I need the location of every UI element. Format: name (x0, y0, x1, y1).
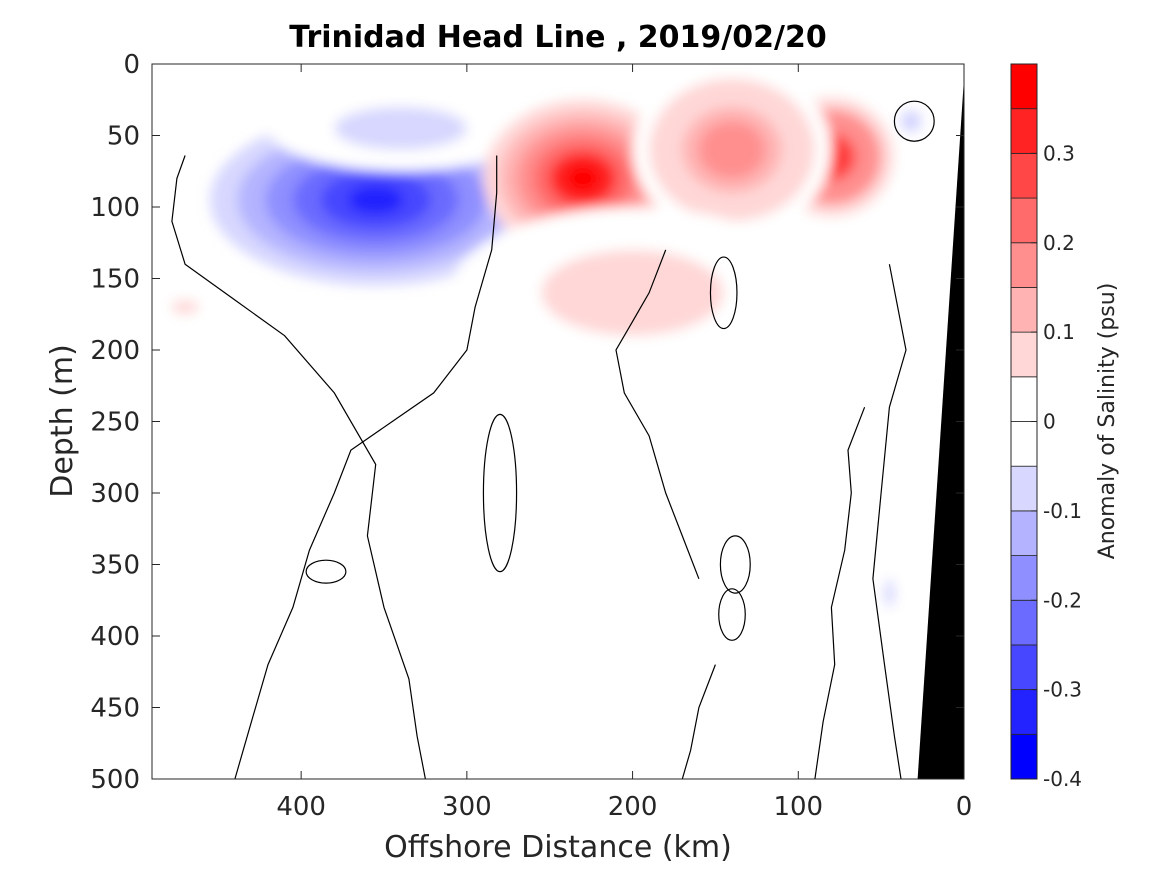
y-tick-label: 150 (90, 265, 140, 295)
zero-contour-line (681, 664, 716, 779)
zero-contour-loop (893, 100, 935, 142)
colorbar-swatch (1010, 689, 1038, 735)
colorbar-swatch (1010, 644, 1038, 691)
y-axis-label: Depth (m) (45, 344, 80, 498)
anomaly-fresh-deep-nearshore (872, 550, 907, 636)
zero-contour-line (814, 406, 866, 779)
x-tick-label: 300 (442, 792, 492, 822)
colorbar-swatch (1010, 152, 1038, 199)
colorbar-tick-label: 0.2 (1043, 231, 1075, 255)
zero-contour-loop (305, 559, 347, 584)
anomaly-level (715, 135, 749, 165)
colorbar-ticks: -0.4 -0.3 -0.2 -0.1 0 0.1 0.2 0.3 (1031, 141, 1082, 791)
colorbar-swatch (1010, 197, 1038, 244)
x-tick-label: 200 (608, 792, 658, 822)
colorbar-swatch (1010, 242, 1038, 288)
colorbar-swatch (1010, 287, 1038, 333)
colorbar-tick-label: -0.3 (1043, 678, 1082, 702)
colorbar (1010, 63, 1038, 780)
x-tick-label: 400 (276, 792, 326, 822)
zero-contour-line (872, 264, 907, 779)
anomaly-level (886, 585, 893, 601)
colorbar-swatch (1010, 63, 1038, 110)
anomaly-level (378, 121, 423, 136)
y-tick-label: 0 (123, 50, 140, 80)
y-tick-label: 50 (107, 122, 140, 152)
colorbar-tick-label: -0.4 (1043, 767, 1082, 791)
colorbar-label: Anomaly of Salinity (psu) (1095, 283, 1120, 560)
seafloor-wedge (917, 78, 964, 779)
y-tick-label: 100 (90, 193, 140, 223)
y-tick-label: 200 (90, 336, 140, 366)
anomaly-salty-lobe-mid (632, 64, 832, 236)
x-tick-label: 0 (956, 792, 973, 822)
colorbar-swatch (1010, 421, 1038, 467)
colorbar-swatch (1010, 510, 1038, 556)
zero-contour-loop (718, 588, 746, 641)
x-axis: 400 300 200 100 0 (276, 64, 972, 822)
colorbar-tick-label: 0.1 (1043, 320, 1075, 344)
anomaly-level (178, 303, 193, 311)
y-tick-label: 500 (90, 765, 140, 795)
colorbar-tick-label: 0 (1043, 410, 1056, 434)
zero-contour-line (171, 155, 426, 779)
x-axis-label: Offshore Distance (km) (384, 830, 732, 865)
y-axis: 0 50 100 150 200 250 300 350 400 450 500 (90, 50, 964, 795)
anomaly-small-fresh-nearshore (894, 104, 928, 139)
y-tick-label: 450 (90, 694, 140, 724)
colorbar-swatch (1010, 376, 1038, 422)
anomaly-salty-offshore-patch (152, 285, 227, 329)
anomaly-level (348, 185, 404, 215)
zero-contour-line (615, 249, 700, 580)
zero-contour-loop (719, 535, 751, 594)
zero-contour-loop (709, 256, 738, 330)
anomaly-fresh-shelf-edge (268, 85, 534, 172)
anomaly-salty-tail-deep (450, 206, 815, 379)
y-tick-label: 300 (90, 479, 140, 509)
anomaly-level (602, 278, 663, 308)
colorbar-tick-label: -0.2 (1043, 588, 1082, 612)
colorbar-swatch (1010, 733, 1038, 780)
plot-area: 400 300 200 100 0 0 50 100 150 200 250 300 350 400 45… (90, 50, 972, 822)
zero-contour-loop (482, 413, 518, 573)
anomaly-field (152, 64, 928, 636)
colorbar-tick-label: 0.3 (1043, 141, 1075, 165)
anomaly-level (908, 118, 914, 125)
zero-contour-line (234, 155, 498, 779)
colorbar-swatch (1010, 331, 1038, 378)
y-tick-label: 350 (90, 551, 140, 581)
chart-title: Trinidad Head Line , 2019/02/20 (289, 20, 826, 55)
x-tick-label: 100 (773, 792, 823, 822)
colorbar-swatch (1010, 555, 1038, 601)
colorbar-swatch (1010, 599, 1038, 646)
y-tick-label: 400 (90, 622, 140, 652)
colorbar-swatch (1010, 108, 1038, 154)
seafloor-topography (917, 78, 964, 779)
zero-contours (171, 100, 935, 779)
y-tick-label: 250 (90, 408, 140, 438)
anomaly-level (566, 165, 600, 192)
colorbar-tick-label: -0.1 (1043, 499, 1082, 523)
colorbar-swatch (1010, 465, 1038, 512)
